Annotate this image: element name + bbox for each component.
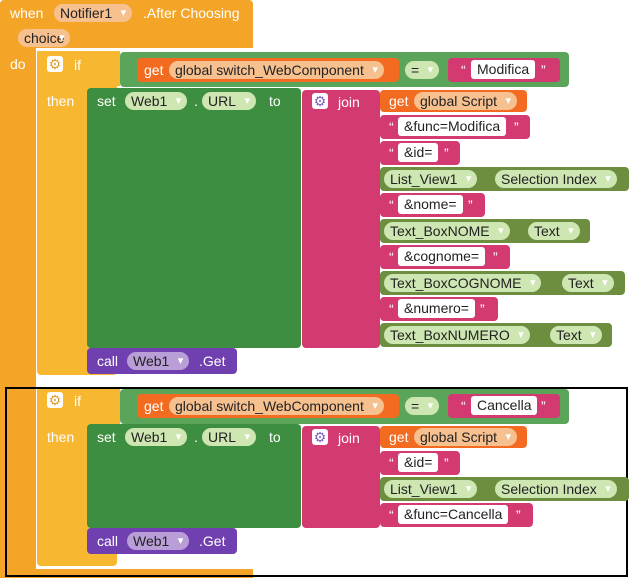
property-dropdown[interactable]: Selection Index	[495, 480, 617, 498]
set-label: set	[97, 429, 116, 445]
quote-icon: ”	[541, 62, 546, 78]
text-value[interactable]: &numero=	[398, 299, 475, 318]
quote-icon: “	[389, 249, 394, 265]
call-method-label: .Get	[199, 353, 226, 369]
quote-icon: ”	[541, 398, 546, 414]
call-label: call	[97, 353, 119, 369]
property-dropdown[interactable]: Text	[528, 222, 580, 240]
compare-operator-dropdown[interactable]: =	[405, 397, 440, 415]
text-value[interactable]: &id=	[398, 453, 439, 472]
event-component-dropdown[interactable]: Notifier1	[54, 4, 133, 22]
get-label: get	[389, 429, 409, 445]
join-label: join	[338, 430, 360, 446]
call-method-label: .Get	[199, 533, 226, 549]
if-label: if	[74, 57, 81, 73]
text-value[interactable]: &id=	[398, 143, 439, 162]
call-component-dropdown[interactable]: Web1	[127, 532, 190, 550]
component-dropdown[interactable]: List_View1	[384, 170, 478, 188]
set-dot: .	[194, 93, 198, 109]
set-component-dropdown[interactable]: Web1	[125, 92, 188, 110]
call-component-dropdown[interactable]: Web1	[127, 352, 190, 370]
quote-icon: “	[389, 455, 394, 471]
variable-dropdown[interactable]: global Script	[414, 92, 518, 110]
set-label: set	[97, 93, 116, 109]
get-label: get	[389, 93, 409, 109]
get-label: get	[144, 398, 164, 414]
join-label: join	[338, 94, 360, 110]
compare-operator-dropdown[interactable]: =	[405, 61, 440, 79]
then-label: then	[47, 93, 75, 109]
text-value[interactable]: &func=Cancella	[398, 505, 509, 524]
quote-icon: “	[389, 507, 394, 523]
variable-dropdown[interactable]: global switch_WebComponent	[169, 397, 384, 415]
text-value[interactable]: &nome=	[398, 195, 463, 214]
property-dropdown[interactable]: Text	[550, 326, 602, 344]
variable-dropdown[interactable]: global switch_WebComponent	[169, 61, 384, 79]
quote-icon: ”	[516, 507, 521, 523]
if-label: if	[74, 393, 81, 409]
event-when-label: when	[10, 5, 44, 21]
quote-icon: ”	[468, 197, 473, 213]
quote-icon: “	[389, 119, 394, 135]
quote-icon: “	[389, 197, 394, 213]
quote-icon: ”	[480, 301, 485, 317]
quote-icon: ”	[444, 145, 449, 161]
set-property-dropdown[interactable]: URL	[202, 428, 257, 446]
property-dropdown[interactable]: Text	[562, 274, 614, 292]
quote-icon: “	[461, 62, 466, 78]
set-to-label: to	[269, 93, 281, 109]
join-block-1[interactable]	[302, 90, 380, 348]
property-dropdown[interactable]: Selection Index	[495, 170, 617, 188]
then-label: then	[47, 429, 75, 445]
component-dropdown[interactable]: List_View1	[384, 480, 478, 498]
quote-icon: “	[389, 301, 394, 317]
gear-icon[interactable]: ⚙	[312, 429, 328, 445]
gear-icon[interactable]: ⚙	[312, 93, 328, 109]
set-to-label: to	[269, 429, 281, 445]
event-bottom-strip	[0, 569, 253, 578]
text-value[interactable]: &cognome=	[398, 247, 486, 266]
quote-icon: ”	[514, 119, 519, 135]
get-label: get	[144, 62, 164, 78]
set-property-block-1[interactable]	[87, 88, 301, 348]
set-property-block-2[interactable]	[87, 424, 301, 528]
text-value[interactable]: Cancella	[471, 396, 538, 415]
gear-icon[interactable]: ⚙	[47, 392, 63, 408]
call-label: call	[97, 533, 119, 549]
quote-icon: “	[389, 145, 394, 161]
component-dropdown[interactable]: Text_BoxNOME	[384, 222, 510, 240]
event-param-choice[interactable]: choice	[18, 29, 71, 47]
quote-icon: ”	[444, 455, 449, 471]
set-property-dropdown[interactable]: URL	[202, 92, 257, 110]
text-value[interactable]: Modifica	[471, 60, 536, 79]
gear-icon[interactable]: ⚙	[47, 56, 63, 72]
quote-icon: ”	[493, 249, 498, 265]
event-name-label: .After Choosing	[143, 5, 240, 21]
component-dropdown[interactable]: Text_BoxCOGNOME	[384, 274, 542, 292]
quote-icon: “	[461, 398, 466, 414]
set-component-dropdown[interactable]: Web1	[125, 428, 188, 446]
set-dot: .	[194, 429, 198, 445]
component-dropdown[interactable]: Text_BoxNUMERO	[384, 326, 530, 344]
text-value[interactable]: &func=Modifica	[398, 117, 507, 136]
event-do-label: do	[10, 56, 26, 72]
variable-dropdown[interactable]: global Script	[414, 428, 518, 446]
